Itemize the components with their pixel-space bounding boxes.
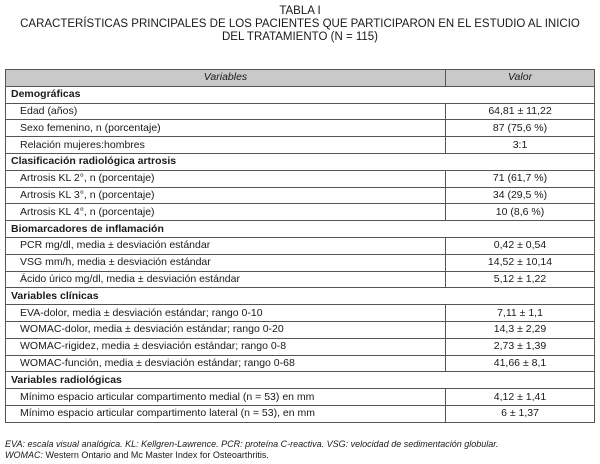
table-number: TABLA I [279, 5, 321, 17]
header-valor: Valor [445, 69, 595, 87]
table-row: WOMAC-dolor, media ± desviación estándar… [5, 320, 595, 339]
variable-cell: EVA-dolor, media ± desviación estándar; … [5, 304, 446, 322]
header-row: Variables Valor [5, 69, 595, 87]
header-variables: Variables [5, 69, 446, 87]
table-row: Relación mujeres:hombres 3:1 [5, 136, 595, 154]
section-row: Variables radiológicas [5, 371, 595, 390]
table-row: Ácido úrico mg/dl, media ± desviación es… [5, 270, 595, 289]
table-row: WOMAC-rigidez, media ± desviación estánd… [5, 337, 595, 356]
table-row: WOMAC-función, media ± desviación estánd… [5, 354, 595, 373]
variable-cell: Artrosis KL 3°, n (porcentaje) [5, 186, 446, 205]
variable-cell: WOMAC-función, media ± desviación estánd… [5, 354, 446, 373]
value-cell: 71 (61,7 %) [445, 169, 595, 188]
section-row: Biomarcadores de inflamación [5, 220, 595, 238]
section-row: Variables clínicas [5, 287, 595, 306]
variable-cell: WOMAC-rigidez, media ± desviación estánd… [5, 337, 446, 356]
table-caption-line-2: DEL TRATAMIENTO (N = 115) [221, 31, 379, 43]
value-cell: 0,42 ± 0,54 [445, 236, 595, 255]
variable-cell: Artrosis KL 2°, n (porcentaje) [5, 169, 446, 188]
footnote-line-2: Western Ontario and Mc Master Index for … [43, 450, 269, 460]
variable-cell: Mínimo espacio articular compartimento m… [5, 388, 446, 406]
value-cell: 87 (75,6 %) [445, 119, 595, 138]
table-row: VSG mm/h, media ± desviación estándar 14,… [5, 253, 595, 272]
value-cell: 41,66 ± 8,1 [445, 354, 595, 373]
value-cell: 14,3 ± 2,29 [445, 320, 595, 339]
value-cell: 3:1 [445, 136, 595, 154]
variable-cell: PCR mg/dl, media ± desviación estándar [5, 236, 446, 255]
footnote: EVA: escala visual analógica. KL: Kellgr… [5, 439, 498, 461]
variable-cell: Sexo femenino, n (porcentaje) [5, 119, 446, 138]
variable-cell: Mínimo espacio articular compartimento l… [5, 404, 446, 423]
table-title: TABLA I CARACTERÍSTICAS PRINCIPALES DE L… [0, 5, 600, 44]
table-row: EVA-dolor, media ± desviación estándar; … [5, 304, 595, 322]
table-row: Edad (años) 64,81 ± 11,22 [5, 102, 595, 121]
variable-cell: VSG mm/h, media ± desviación estándar [5, 253, 446, 272]
patient-characteristics-table: Variables Valor Demográficas Edad (años) 6… [5, 69, 595, 423]
table-row: Artrosis KL 4°, n (porcentaje) 10 (8,6 %) [5, 203, 595, 222]
section-title: Variables radiológicas [5, 371, 595, 390]
section-row: Clasificación radiológica artrosis [5, 152, 595, 171]
table-row: Mínimo espacio articular compartimento l… [5, 404, 595, 423]
section-title: Demográficas [5, 85, 595, 104]
value-cell: 4,12 ± 1,41 [445, 388, 595, 406]
value-cell: 34 (29,5 %) [445, 186, 595, 205]
section-title: Variables clínicas [5, 287, 595, 306]
value-cell: 64,81 ± 11,22 [445, 102, 595, 121]
footnote-abbr: WOMAC: [5, 450, 43, 460]
value-cell: 6 ± 1,37 [445, 404, 595, 423]
table-row: Mínimo espacio articular compartimento m… [5, 388, 595, 406]
footnote-line-1: EVA: escala visual analógica. KL: Kellgr… [5, 439, 499, 449]
value-cell: 10 (8,6 %) [445, 203, 595, 222]
value-cell: 2,73 ± 1,39 [445, 337, 595, 356]
variable-cell: Edad (años) [5, 102, 446, 121]
table-row: Sexo femenino, n (porcentaje) 87 (75,6 %) [5, 119, 595, 138]
value-cell: 14,52 ± 10,14 [445, 253, 595, 272]
section-row: Demográficas [5, 85, 595, 104]
section-title: Biomarcadores de inflamación [5, 220, 595, 238]
variable-cell: WOMAC-dolor, media ± desviación estándar… [5, 320, 446, 339]
variable-cell: Relación mujeres:hombres [5, 136, 446, 154]
table-row: Artrosis KL 2°, n (porcentaje) 71 (61,7 %… [5, 169, 595, 188]
table-caption-line-1: CARACTERÍSTICAS PRINCIPALES DE LOS PACIE… [20, 18, 580, 30]
section-title: Clasificación radiológica artrosis [5, 152, 595, 171]
value-cell: 5,12 ± 1,22 [445, 270, 595, 289]
variable-cell: Artrosis KL 4°, n (porcentaje) [5, 203, 446, 222]
variable-cell: Ácido úrico mg/dl, media ± desviación es… [5, 270, 446, 289]
value-cell: 7,11 ± 1,1 [445, 304, 595, 322]
table-row: PCR mg/dl, media ± desviación estándar 0,… [5, 236, 595, 255]
table-row: Artrosis KL 3°, n (porcentaje) 34 (29,5 %… [5, 186, 595, 205]
